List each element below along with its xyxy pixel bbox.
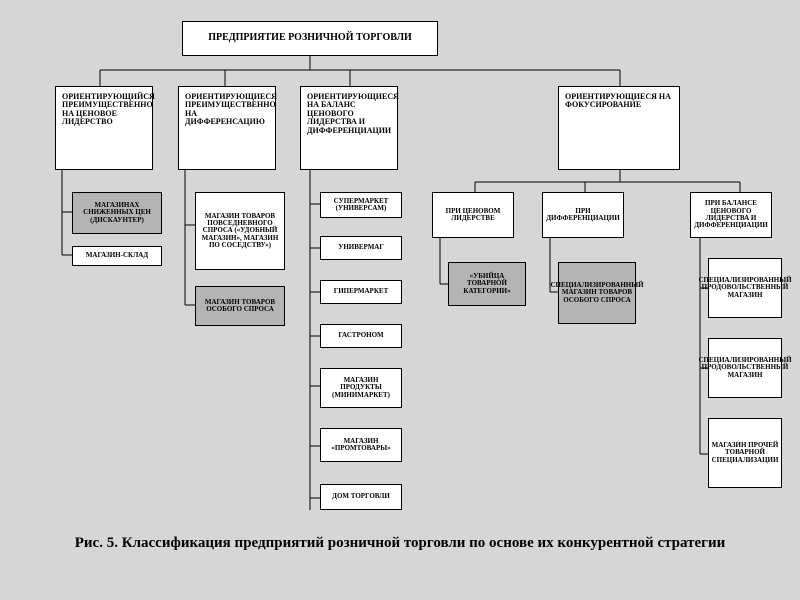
d2-i1: СПЕЦИАЛИЗИРОВАННЫЙ МАГАЗИН ТОВАРОВ ОСОБО… xyxy=(558,262,636,324)
cat-d-label: ОРИЕНТИРУЮЩИЕСЯ НА ФОКУСИРОВАНИЕ xyxy=(565,93,673,110)
d3-i1-label: СПЕЦИАЛИЗИРОВАННЫЙ ПРОДОВОЛЬСТВЕННЫЙ МАГ… xyxy=(698,277,791,299)
a-i1-label: МАГАЗИНАХ СНИЖЕННЫХ ЦЕН (ДИСКАУНТЕР) xyxy=(77,202,157,224)
cat-b: ОРИЕНТИРУЮЩИЕСЯ ПРЕИМУЩЕСТВЕННО НА ДИФФЕ… xyxy=(178,86,276,170)
c-i7: ДОМ ТОРГОВЛИ xyxy=(320,484,402,510)
d3-i2: СПЕЦИАЛИЗИРОВАННЫЙ ПРОДОВОЛЬСТВЕННЫЙ МАГ… xyxy=(708,338,782,398)
d3-i2-label: СПЕЦИАЛИЗИРОВАННЫЙ ПРОДОВОЛЬСТВЕННЫЙ МАГ… xyxy=(698,357,791,379)
c-i3-label: ГИПЕРМАРКЕТ xyxy=(334,288,389,295)
c-i2-label: УНИВЕРМАГ xyxy=(338,244,384,251)
c-i6-label: МАГАЗИН «ПРОМТОВАРЫ» xyxy=(325,438,397,453)
c-i3: ГИПЕРМАРКЕТ xyxy=(320,280,402,304)
b-i1: МАГАЗИН ТОВАРОВ ПОВСЕДНЕВНОГО СПРОСА («У… xyxy=(195,192,285,270)
b-i2: МАГАЗИН ТОВАРОВ ОСОБОГО СПРОСА xyxy=(195,286,285,326)
a-i2-label: МАГАЗИН-СКЛАД xyxy=(86,252,148,259)
d-s2: ПРИ ДИФФЕРЕНЦИАЦИИ xyxy=(542,192,624,238)
figure-caption: Рис. 5. Классификация предприятий рознич… xyxy=(0,535,800,552)
cat-a: ОРИЕНТИРУЮЩИЙСЯ ПРЕИМУЩЕСТВЕННО НА ЦЕНОВ… xyxy=(55,86,153,170)
d3-i3: МАГАЗИН ПРОЧЕЙ ТОВАРНОЙ СПЕЦИАЛИЗАЦИИ xyxy=(708,418,782,488)
c-i4-label: ГАСТРОНОМ xyxy=(338,332,383,339)
c-i5: МАГАЗИН ПРОДУКТЫ (МИНИМАРКЕТ) xyxy=(320,368,402,408)
b-i2-label: МАГАЗИН ТОВАРОВ ОСОБОГО СПРОСА xyxy=(200,299,280,314)
d-s1: ПРИ ЦЕНОВОМ ЛИДЕРСТВЕ xyxy=(432,192,514,238)
d1-i1: «УБИЙЦА ТОВАРНОЙ КАТЕГОРИИ» xyxy=(448,262,526,306)
c-i7-label: ДОМ ТОРГОВЛИ xyxy=(332,493,390,500)
a-i2: МАГАЗИН-СКЛАД xyxy=(72,246,162,266)
d-s1-label: ПРИ ЦЕНОВОМ ЛИДЕРСТВЕ xyxy=(437,208,509,223)
a-i1: МАГАЗИНАХ СНИЖЕННЫХ ЦЕН (ДИСКАУНТЕР) xyxy=(72,192,162,234)
cat-b-label: ОРИЕНТИРУЮЩИЕСЯ ПРЕИМУЩЕСТВЕННО НА ДИФФЕ… xyxy=(185,93,277,127)
c-i5-label: МАГАЗИН ПРОДУКТЫ (МИНИМАРКЕТ) xyxy=(325,377,397,399)
c-i1-label: СУПЕРМАРКЕТ (УНИВЕРСАМ) xyxy=(325,198,397,213)
cat-c: ОРИЕНТИРУЮЩИЕСЯ НА БАЛАНС ЦЕНОВОГО ЛИДЕР… xyxy=(300,86,398,170)
c-i6: МАГАЗИН «ПРОМТОВАРЫ» xyxy=(320,428,402,462)
c-i1: СУПЕРМАРКЕТ (УНИВЕРСАМ) xyxy=(320,192,402,218)
b-i1-label: МАГАЗИН ТОВАРОВ ПОВСЕДНЕВНОГО СПРОСА («У… xyxy=(200,213,280,250)
d-s2-label: ПРИ ДИФФЕРЕНЦИАЦИИ xyxy=(546,208,620,223)
d-s3-label: ПРИ БАЛАНСЕ ЦЕНОВОГО ЛИДЕРСТВА И ДИФФЕРЕ… xyxy=(694,200,768,229)
root-node: ПРЕДПРИЯТИЕ РОЗНИЧНОЙ ТОРГОВЛИ xyxy=(182,21,438,56)
d2-i1-label: СПЕЦИАЛИЗИРОВАННЫЙ МАГАЗИН ТОВАРОВ ОСОБО… xyxy=(550,282,643,304)
d3-i1: СПЕЦИАЛИЗИРОВАННЫЙ ПРОДОВОЛЬСТВЕННЫЙ МАГ… xyxy=(708,258,782,318)
d1-i1-label: «УБИЙЦА ТОВАРНОЙ КАТЕГОРИИ» xyxy=(453,273,521,295)
d-s3: ПРИ БАЛАНСЕ ЦЕНОВОГО ЛИДЕРСТВА И ДИФФЕРЕ… xyxy=(690,192,772,238)
c-i4: ГАСТРОНОМ xyxy=(320,324,402,348)
cat-a-label: ОРИЕНТИРУЮЩИЙСЯ ПРЕИМУЩЕСТВЕННО НА ЦЕНОВ… xyxy=(62,93,155,127)
root-label: ПРЕДПРИЯТИЕ РОЗНИЧНОЙ ТОРГОВЛИ xyxy=(208,33,412,44)
d3-i3-label: МАГАЗИН ПРОЧЕЙ ТОВАРНОЙ СПЕЦИАЛИЗАЦИИ xyxy=(712,442,779,464)
cat-c-label: ОРИЕНТИРУЮЩИЕСЯ НА БАЛАНС ЦЕНОВОГО ЛИДЕР… xyxy=(307,93,399,135)
cat-d: ОРИЕНТИРУЮЩИЕСЯ НА ФОКУСИРОВАНИЕ xyxy=(558,86,680,170)
c-i2: УНИВЕРМАГ xyxy=(320,236,402,260)
